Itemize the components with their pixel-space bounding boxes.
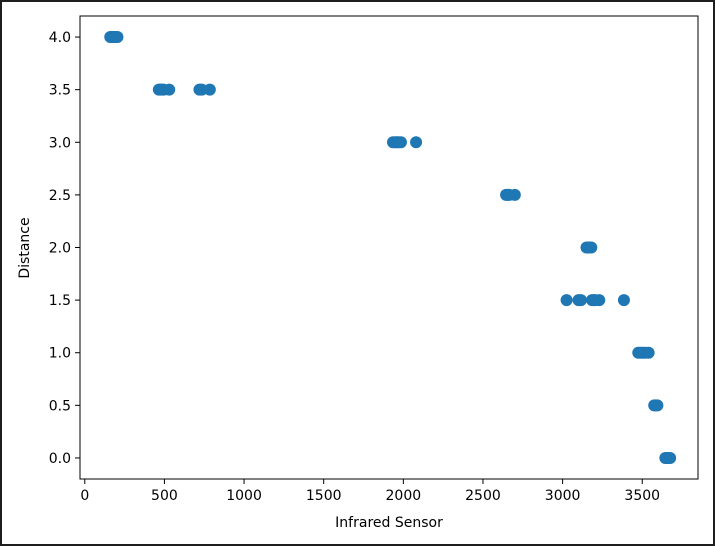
points-layer <box>104 31 677 464</box>
x-tick-label: 2000 <box>386 488 422 504</box>
y-tick-label: 0.0 <box>49 451 71 467</box>
x-axis: 0 500 1000 1500 2000 2500 3000 3500 <box>80 479 660 504</box>
x-tick-label: 500 <box>151 488 178 504</box>
scatter-point <box>111 31 124 44</box>
x-axis-label: Infrared Sensor <box>335 515 443 531</box>
y-tick-label: 0.5 <box>49 398 71 414</box>
y-axis: 0.0 0.5 1.0 1.5 2.0 2.5 3.0 3.5 4.0 <box>49 30 80 467</box>
scatter-point <box>617 294 630 307</box>
scatter-point <box>593 294 606 307</box>
scatter-point <box>664 451 677 464</box>
scatter-point <box>163 83 176 96</box>
y-tick-label: 2.0 <box>49 241 71 257</box>
scatter-point <box>203 83 216 96</box>
y-tick-label: 4.0 <box>49 30 71 46</box>
scatter-point <box>585 241 598 254</box>
y-axis-label: Distance <box>17 217 33 278</box>
scatter-point <box>560 294 573 307</box>
x-tick-label: 1500 <box>306 488 342 504</box>
scatter-point <box>508 188 521 201</box>
y-tick-label: 1.5 <box>49 293 71 309</box>
y-tick-label: 3.5 <box>49 83 71 99</box>
scatter-point <box>410 136 423 149</box>
x-tick-label: 3500 <box>624 488 660 504</box>
scatter-point <box>394 136 407 149</box>
y-tick-label: 2.5 <box>49 188 71 204</box>
y-tick-label: 1.0 <box>49 346 71 362</box>
x-tick-label: 1000 <box>226 488 262 504</box>
scatter-point <box>574 294 587 307</box>
scatter-point <box>642 346 655 359</box>
x-tick-label: 3000 <box>545 488 581 504</box>
x-tick-label: 2500 <box>465 488 501 504</box>
x-tick-label: 0 <box>80 488 89 504</box>
y-tick-label: 3.0 <box>49 135 71 151</box>
scatter-point <box>651 399 664 412</box>
